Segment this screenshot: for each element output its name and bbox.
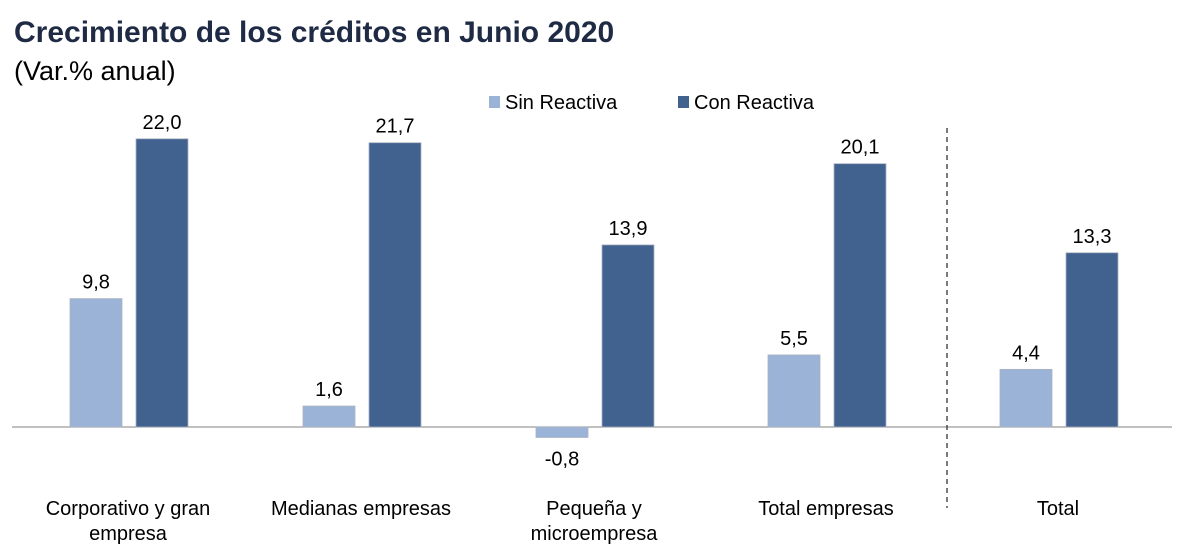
bar-con-reactiva (833, 163, 887, 428)
category-label: Total (1037, 498, 1079, 520)
data-label: 21,7 (376, 116, 415, 138)
legend-label: Sin Reactiva (505, 92, 618, 114)
data-label: 20,1 (841, 137, 880, 159)
bar-con-reactiva (601, 244, 655, 428)
chart-title: Crecimiento de los créditos en Junio 202… (14, 16, 615, 49)
bar-sin-reactiva (767, 354, 821, 428)
data-label: 9,8 (82, 272, 110, 294)
data-label: 13,3 (1073, 226, 1112, 248)
legend-swatch-con-reactiva (678, 96, 689, 108)
data-label: 4,4 (1012, 342, 1040, 364)
data-label: 5,5 (780, 328, 808, 350)
chart-subtitle: (Var.% anual) (14, 56, 176, 86)
bar-sin-reactiva (69, 298, 123, 428)
bar-sin-reactiva (535, 426, 589, 438)
legend-swatch-sin-reactiva (489, 96, 500, 108)
bar-con-reactiva (368, 142, 422, 428)
category-label: Total empresas (758, 498, 894, 520)
bar-sin-reactiva (302, 405, 356, 428)
category-label: microempresa (531, 523, 659, 545)
category-label: Corporativo y gran (46, 498, 211, 520)
data-label: 13,9 (609, 218, 648, 240)
category-label: empresa (89, 523, 168, 545)
legend-label: Con Reactiva (694, 92, 815, 114)
data-label: 1,6 (315, 379, 343, 401)
data-label: 22,0 (143, 112, 182, 134)
category-label: Medianas empresas (271, 498, 451, 520)
bar-con-reactiva (1065, 252, 1119, 428)
bar-con-reactiva (135, 138, 189, 428)
data-label: -0,8 (545, 448, 579, 470)
category-label: Pequeña y (546, 498, 642, 520)
bar-sin-reactiva (999, 368, 1053, 428)
